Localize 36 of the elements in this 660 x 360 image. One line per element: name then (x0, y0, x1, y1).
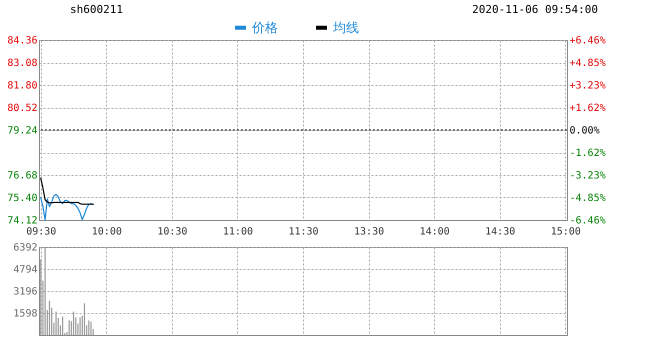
y2-tick-label: +6.46% (570, 36, 606, 46)
y-tick-label: 4794 (13, 264, 38, 276)
y2-tick-label: +4.85% (570, 58, 606, 69)
y-tick-label: 80.52 (7, 103, 38, 114)
x-tick-label: 11:00 (222, 226, 253, 238)
text: 2020-11-06 09:54:00 (472, 3, 598, 16)
y-tick-label: 84.36 (7, 36, 38, 46)
x-tick-label: 14:30 (485, 226, 516, 238)
y-tick-label: 76.68 (7, 170, 38, 182)
y-tick-label: 75.40 (7, 193, 38, 204)
legend-label: 均线 (332, 20, 359, 36)
y2-tick-label: -3.23% (570, 170, 606, 182)
y2-tick-label: +1.62% (570, 102, 606, 114)
x-tick-label: 09:30 (26, 226, 56, 238)
line-series (40, 194, 94, 221)
x-tick-label: 10:30 (157, 226, 188, 238)
y-tick-label: 6392 (13, 242, 38, 254)
y-tick-label: 74.12 (7, 216, 38, 226)
x-tick-label: 15:00 (550, 226, 581, 238)
x-tick-label: 14:00 (420, 226, 450, 238)
legend-label: 价格 (251, 20, 278, 36)
chart-title: sh600211 (70, 3, 123, 16)
y2-tick-label: -4.85% (570, 193, 606, 204)
x-tick-label: 11:30 (288, 226, 319, 238)
y2-tick-label: 0.00% (570, 126, 600, 136)
y-tick-label: 79.24 (7, 126, 38, 136)
line-series (40, 178, 94, 205)
x-tick-label: 10:00 (92, 226, 122, 238)
y-tick-label: 3196 (13, 286, 38, 298)
y-tick-label: 1598 (13, 308, 38, 320)
y2-tick-label: -6.46% (570, 216, 606, 226)
y2-tick-label: -1.62% (570, 148, 606, 160)
y2-tick-label: +3.23% (570, 80, 606, 92)
x-tick-label: 13:30 (354, 226, 384, 238)
y-tick-label: 83.08 (7, 58, 38, 69)
y-tick-label: 81.80 (7, 80, 38, 92)
